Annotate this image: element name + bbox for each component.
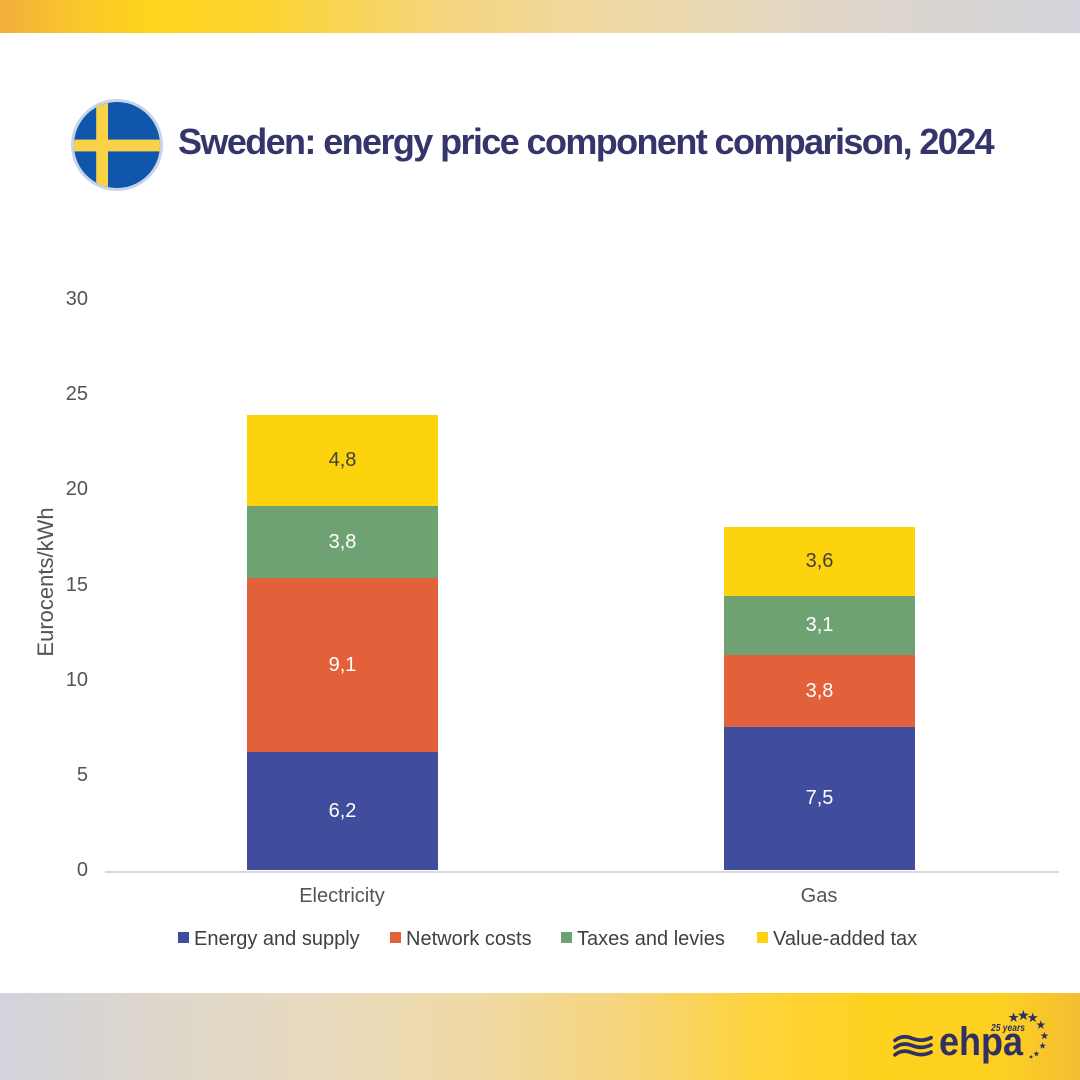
svg-text:25 years: 25 years <box>990 1023 1025 1034</box>
svg-text:ehpa: ehpa <box>939 1020 1024 1064</box>
